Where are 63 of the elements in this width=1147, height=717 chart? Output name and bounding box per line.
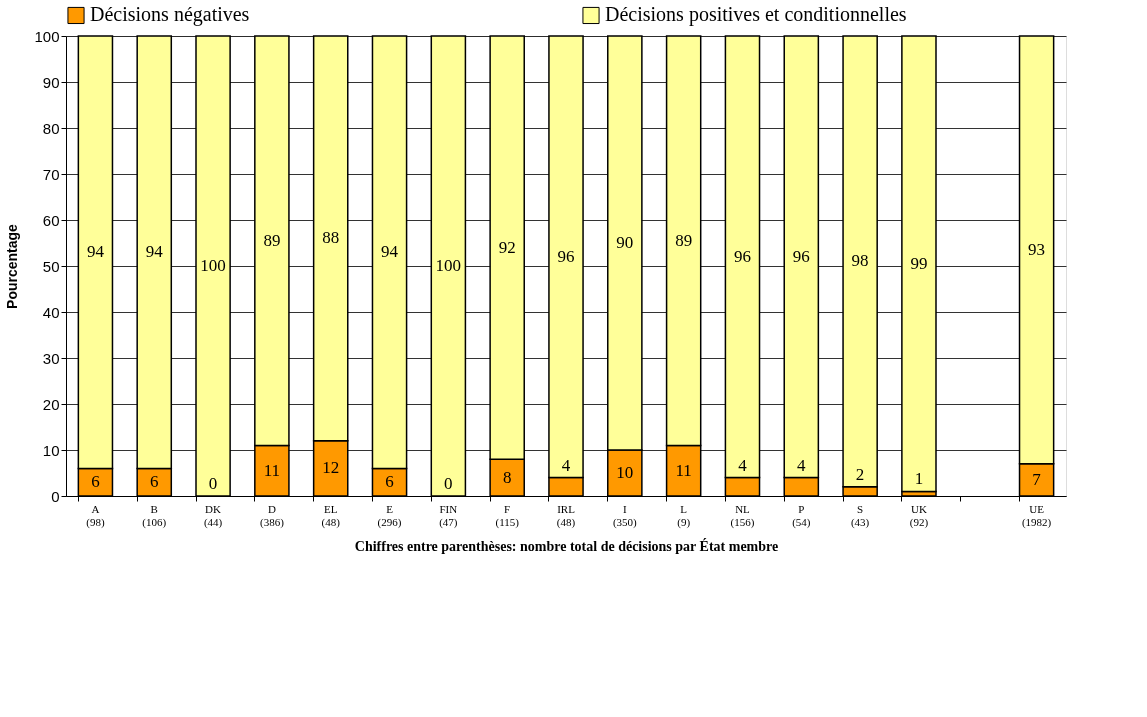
y-tick-label: 30 [42, 349, 60, 367]
data-label: 94 [381, 242, 399, 262]
x-tick-label: L (9) [677, 502, 691, 529]
data-label: 89 [675, 230, 693, 250]
annotation: 0 [208, 474, 218, 493]
data-label: 90 [616, 233, 634, 252]
x-tick-label: S (43) [850, 502, 870, 529]
data-label: 11 [675, 460, 692, 480]
data-label: 4 [738, 455, 748, 475]
data-label: 88 [322, 228, 340, 248]
x-tick-label: D (386) [259, 502, 285, 529]
data-label: 94 [145, 242, 164, 262]
legend-label: Décisions négatives [90, 3, 250, 27]
data-label: 96 [557, 246, 575, 266]
x-tick-label: I (350) [612, 502, 638, 529]
data-label: 100 [435, 256, 462, 275]
x-tick-label: P (54) [792, 502, 811, 529]
y-tick-label: 100 [34, 27, 60, 45]
x-tick-label: F (115) [495, 502, 520, 529]
data-label: 94 [86, 242, 105, 262]
data-label: 2 [855, 464, 865, 484]
data-label: 7 [1032, 469, 1042, 489]
x-tick-label: B (106) [142, 502, 167, 529]
data-label: 96 [792, 246, 810, 266]
data-label: 11 [263, 460, 281, 480]
data-label: 89 [263, 230, 281, 250]
x-tick-label: NL (156) [730, 502, 755, 529]
y-tick-label: 40 [42, 303, 60, 321]
x-tick-label: UK (92) [909, 502, 929, 529]
y-tick-label: 60 [42, 211, 60, 229]
data-label: 4 [797, 455, 807, 475]
y-tick-label: 0 [51, 487, 60, 505]
data-label: 6 [149, 472, 159, 492]
annotation: 0 [444, 474, 453, 493]
y-tick-label: 20 [42, 395, 60, 413]
x-tick-label: UE (1982) [1021, 502, 1052, 529]
y-tick-label: 50 [42, 257, 60, 275]
y-tick-label: 90 [42, 73, 60, 91]
data-label: 100 [200, 256, 226, 275]
y-tick-label: 10 [42, 441, 60, 459]
x-tick-label: FIN (47) [439, 502, 458, 529]
x-tick-label: E (296) [377, 502, 402, 529]
x-axis-title: Chiffres entre parenthèses: nombre total de décisions par État membre [354, 537, 779, 554]
x-tick-label: A (98) [86, 502, 105, 529]
x-tick-label: EL (48) [321, 502, 341, 529]
y-tick-label: 80 [42, 119, 60, 137]
legend-label: Décisions positives et conditionnelles [605, 3, 907, 27]
x-tick-label: DK (44) [203, 502, 223, 529]
data-label: 12 [322, 458, 340, 478]
data-label: 1 [914, 469, 924, 489]
data-label: 99 [910, 253, 928, 273]
data-label: 93 [1028, 239, 1046, 259]
data-label: 98 [851, 251, 869, 271]
y-tick-label: 70 [42, 165, 60, 183]
data-label: 4 [561, 455, 571, 475]
data-label: 96 [733, 246, 751, 266]
x-tick-label: IRL (48) [556, 502, 576, 529]
data-label: 6 [385, 472, 394, 492]
y-axis-title: Pourcentage [4, 223, 21, 309]
data-label: 8 [502, 467, 512, 487]
data-label: 6 [91, 472, 100, 492]
data-label: 10 [616, 463, 634, 482]
data-label: 92 [498, 237, 516, 257]
